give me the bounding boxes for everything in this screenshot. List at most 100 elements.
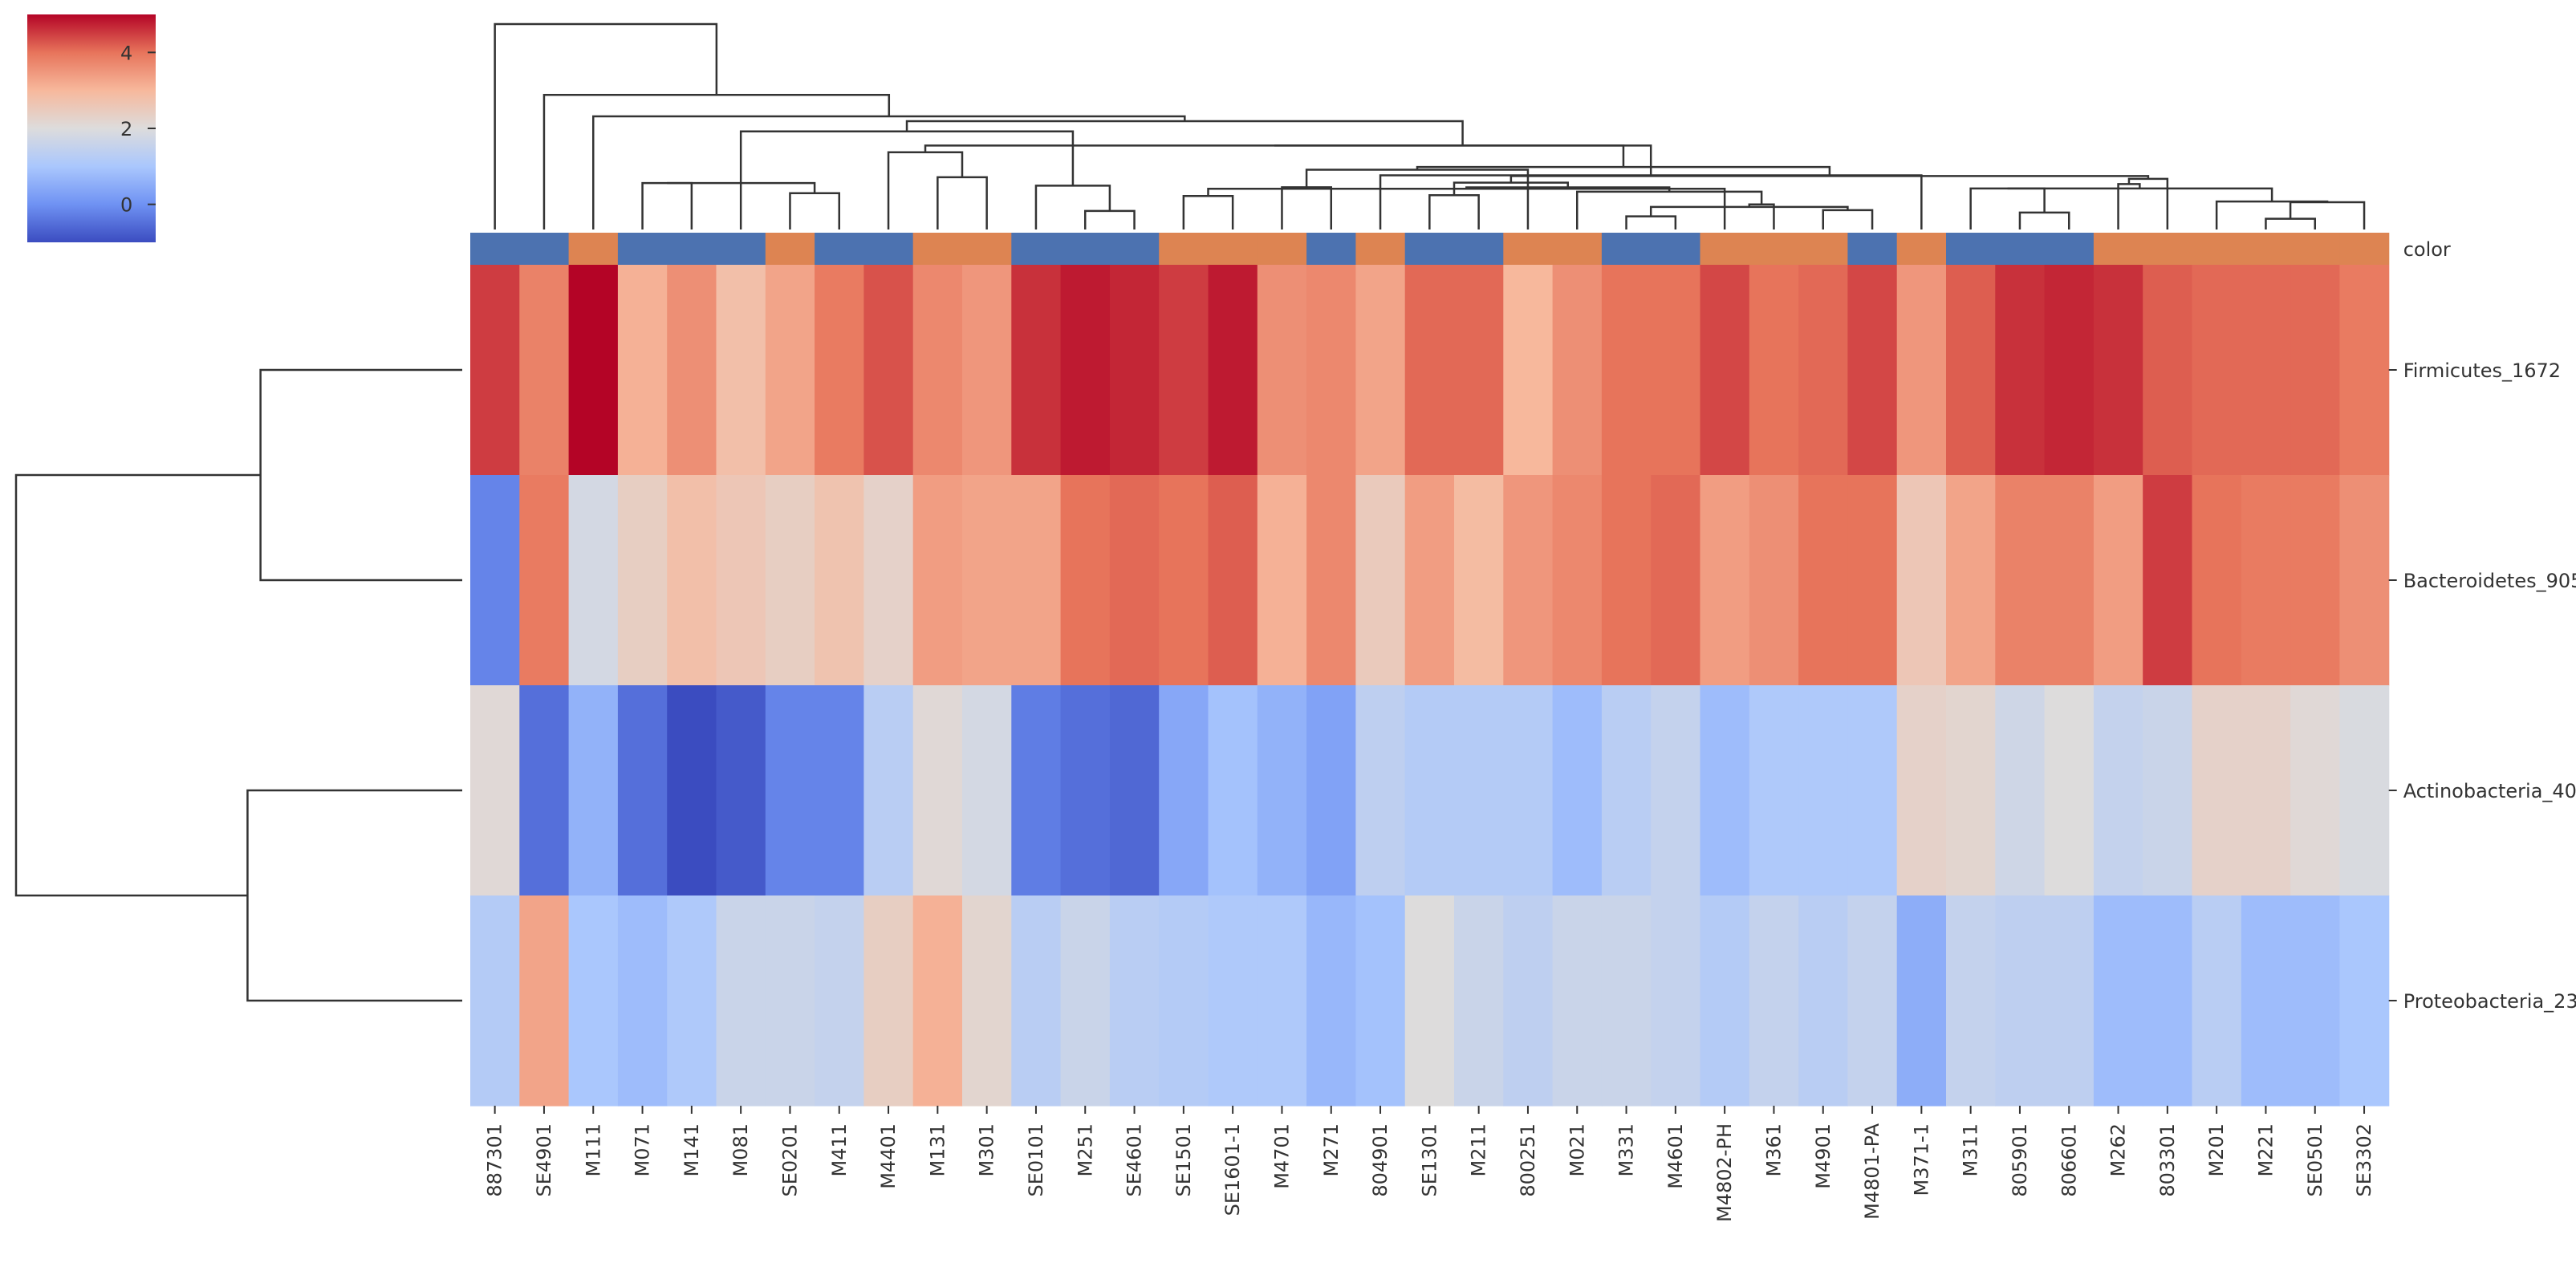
column-dendrogram-link xyxy=(2265,217,2316,229)
heatmap-cell xyxy=(1503,265,1554,476)
heatmap-cell xyxy=(1257,265,1307,476)
column-label: SE0501 xyxy=(2304,1123,2326,1196)
column-label: SE3302 xyxy=(2353,1123,2375,1196)
heatmap-cell xyxy=(519,265,570,476)
heatmap-cell xyxy=(1700,895,1750,1107)
heatmap-cell xyxy=(667,265,717,476)
heatmap-cell xyxy=(765,265,815,476)
column-label: M4801-PA xyxy=(1861,1123,1883,1219)
heatmap-cell xyxy=(1847,265,1898,476)
heatmap-cell xyxy=(519,685,570,896)
heatmap-cell xyxy=(1896,685,1947,896)
color-annotation-cell xyxy=(667,233,717,265)
color-annotation-cell xyxy=(962,233,1012,265)
color-annotation-cell xyxy=(1109,233,1160,265)
heatmap-cell xyxy=(470,685,520,896)
heatmap-cell xyxy=(1552,895,1603,1107)
column-dendrogram xyxy=(494,22,2366,229)
heatmap-cell xyxy=(617,475,668,686)
heatmap-cell xyxy=(2241,265,2291,476)
heatmap-cell xyxy=(1798,685,1848,896)
column-dendrogram-link xyxy=(937,176,988,229)
heatmap-cell xyxy=(617,895,668,1107)
column-dendrogram-link xyxy=(2215,200,2329,229)
heatmap-cell xyxy=(1159,475,1209,686)
heatmap-cell xyxy=(863,475,914,686)
heatmap-cell xyxy=(912,895,963,1107)
color-annotation-cell xyxy=(1749,233,1799,265)
heatmap-cell xyxy=(1946,895,1996,1107)
heatmap-cell xyxy=(1060,895,1111,1107)
column-dendrogram-link xyxy=(905,120,1464,146)
heatmap-cell xyxy=(1503,475,1554,686)
heatmap-cell xyxy=(1896,895,1947,1107)
color-annotation-cell xyxy=(1257,233,1307,265)
heatmap-cell xyxy=(2143,895,2193,1107)
row-dendrogram-link xyxy=(14,473,261,897)
heatmap-cell xyxy=(1454,475,1504,686)
heatmap-cell xyxy=(815,895,864,1107)
heatmap-cell xyxy=(716,475,766,686)
column-dendrogram-link xyxy=(1274,144,1652,176)
column-label: M211 xyxy=(1468,1123,1490,1177)
column-label: M4601 xyxy=(1664,1123,1687,1189)
heatmap-cell xyxy=(2339,265,2390,476)
color-annotation-cell xyxy=(912,233,963,265)
heatmap-cell xyxy=(1896,475,1947,686)
heatmap-cell xyxy=(2290,895,2340,1107)
column-dendrogram-link xyxy=(1034,185,1111,229)
column-dendrogram-link xyxy=(1822,209,1874,229)
column-label: M4701 xyxy=(1270,1123,1293,1189)
heatmap-cell xyxy=(1651,265,1701,476)
column-label: 803301 xyxy=(2156,1123,2179,1197)
color-annotation-cell xyxy=(815,233,864,265)
column-label: M262 xyxy=(2107,1123,2130,1177)
heatmap-cell xyxy=(1798,895,1848,1107)
color-annotation-cell xyxy=(716,233,766,265)
column-dendrogram-link xyxy=(2289,201,2366,229)
heatmap-cell xyxy=(1749,265,1799,476)
color-annotation-cell xyxy=(519,233,570,265)
heatmap-cell xyxy=(2339,685,2390,896)
color-annotation-cell xyxy=(2044,233,2095,265)
color-annotation-cell xyxy=(1946,233,1996,265)
column-label: 805901 xyxy=(2009,1123,2031,1197)
column-label: M371-1 xyxy=(1910,1123,1932,1196)
heatmap-cell xyxy=(568,265,619,476)
heatmap-cell xyxy=(1454,265,1504,476)
heatmap-cell xyxy=(1257,475,1307,686)
heatmap-cell xyxy=(470,265,520,476)
color-annotation-cell xyxy=(765,233,815,265)
heatmap-cell xyxy=(1355,895,1406,1107)
column-dendrogram-link xyxy=(494,22,718,229)
heatmap-cell xyxy=(2241,685,2291,896)
row-label: Bacteroidetes_905 xyxy=(2403,570,2576,592)
heatmap-cell xyxy=(1159,685,1209,896)
column-dendrogram-link xyxy=(1428,193,1480,229)
heatmap-cell xyxy=(1109,685,1160,896)
heatmap-cell xyxy=(1946,475,1996,686)
colorbar-tick-label: 2 xyxy=(120,118,132,140)
column-label: M111 xyxy=(582,1123,604,1177)
heatmap-cell xyxy=(1109,475,1160,686)
heatmap-cell xyxy=(716,685,766,896)
colorbar xyxy=(27,14,156,242)
heatmap-cell xyxy=(2093,265,2143,476)
column-label: 800251 xyxy=(1517,1123,1539,1197)
heatmap-cell xyxy=(765,895,815,1107)
row-dendrogram-link xyxy=(246,789,462,1002)
heatmap-cell xyxy=(1651,475,1701,686)
color-annotation-cell xyxy=(1503,233,1554,265)
color-annotation-cell xyxy=(1552,233,1603,265)
heatmap-cell xyxy=(1011,685,1062,896)
heatmap-cell xyxy=(1208,895,1258,1107)
heatmap-cell xyxy=(1601,895,1652,1107)
column-dendrogram-link xyxy=(667,181,816,193)
heatmap-cell xyxy=(815,685,864,896)
heatmap-cell xyxy=(863,895,914,1107)
heatmap-cell xyxy=(1700,265,1750,476)
row-dendrogram-link xyxy=(259,368,462,582)
column-label: M4901 xyxy=(1812,1123,1834,1189)
color-row-label: color xyxy=(2403,238,2451,261)
color-annotation-cell xyxy=(1798,233,1848,265)
